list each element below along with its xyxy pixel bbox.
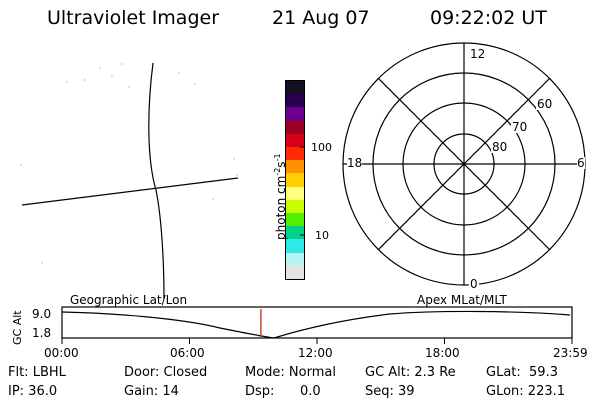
colorbar-tick-10: 10 (315, 229, 329, 242)
lat-label-80: 80 (491, 140, 509, 154)
colorbar-segment (286, 186, 304, 200)
colorbar-segment (286, 199, 304, 214)
noise-speckles (20, 63, 238, 264)
date-label: 21 Aug 07 (272, 7, 370, 29)
altitude-curve (61, 310, 571, 339)
lat-label-70: 70 (511, 120, 529, 134)
colorbar-segment (286, 107, 304, 121)
polar-grid (342, 42, 586, 286)
timeline-left-caption: Geographic Lat/Lon (70, 293, 188, 307)
colorbar-segment (286, 160, 304, 174)
geographic-image-panel (20, 62, 239, 300)
mlt-label-6: 6 (577, 156, 585, 170)
time-tick-0000: 00:00 (44, 346, 79, 360)
colorbar-tick-100: 100 (311, 141, 332, 154)
colorbar-segment (286, 81, 304, 95)
colorbar-segment (286, 133, 304, 148)
unit-exp1: -2 (273, 167, 282, 176)
longitude-line (148, 62, 165, 300)
colorbar-segment (286, 94, 304, 108)
gain-status: Gain: 14 (124, 384, 179, 399)
ip-status: IP: 36.0 (8, 384, 58, 399)
colorbar-segment (286, 252, 304, 266)
door-status: Door: Closed (124, 365, 208, 380)
meridian-diagonal-2 (377, 77, 551, 251)
dsp-value: 0.0 (300, 384, 321, 399)
colorbar-segment (286, 265, 304, 280)
time-tick-1800: 18:00 (425, 346, 460, 360)
time-tick-2359: 23:59 (553, 346, 588, 360)
unit-exp2: -1 (273, 153, 282, 162)
color-scale-bar (285, 80, 305, 280)
filter-status: Flt: LBHL (8, 365, 66, 380)
glat-status: GLat: 59.3 (486, 365, 558, 380)
instrument-title: Ultraviolet Imager (47, 7, 220, 29)
timeline-y-max: 9.0 (32, 307, 52, 321)
gc-alt-status: GC Alt: 2.3 Re (365, 365, 456, 380)
mode-status: Mode: Normal (245, 365, 336, 380)
time-label: 09:22:02 UT (430, 7, 547, 29)
timeline-right-caption: Apex MLat/MLT (417, 293, 507, 307)
unit-photon-cm: photon cm (274, 175, 288, 240)
unit-s: s (274, 161, 288, 168)
colorbar-ticks (300, 146, 305, 236)
colorbar-unit-label: photon cm-2s-1 (273, 153, 288, 240)
mlt-label-18: 18 (347, 156, 363, 170)
latitude-line (21, 177, 239, 206)
dsp-label: Dsp: (245, 384, 275, 399)
mlt-label-0: 0 (469, 277, 479, 291)
timeline-y-min: 1.8 (32, 326, 52, 340)
colorbar-segment (286, 147, 304, 161)
mlt-label-12: 12 (469, 47, 487, 61)
colorbar-segment (286, 173, 304, 187)
timeline-y-axis-label: GC Alt (11, 310, 24, 345)
colorbar-segment (286, 226, 304, 240)
sequence-status: Seq: 39 (365, 384, 415, 399)
timeline-plot (61, 306, 573, 344)
colorbar-segment (286, 120, 304, 134)
glon-status: GLon: 223.1 (486, 384, 566, 399)
time-tick-0600: 06:00 (170, 346, 205, 360)
colorbar-segment (286, 213, 304, 227)
colorbar-segment (286, 239, 304, 253)
lat-label-60: 60 (536, 97, 554, 111)
time-tick-1200: 12:00 (298, 346, 333, 360)
